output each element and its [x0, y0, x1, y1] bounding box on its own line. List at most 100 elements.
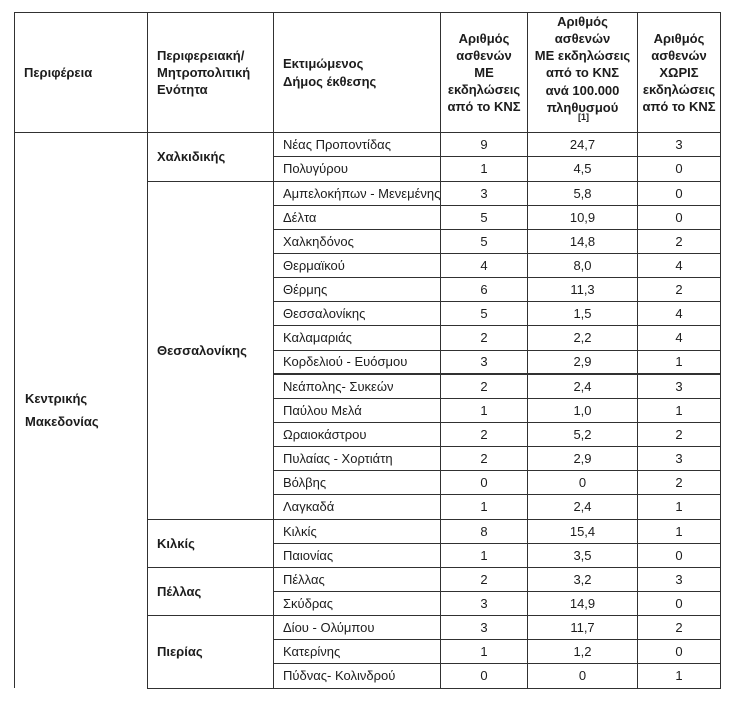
municipality-cell: Κιλκίς: [273, 518, 441, 544]
municipality-cell: Κατερίνης: [273, 639, 441, 665]
col-header-with-cns-label: Αριθμός ασθενών ΜΕ εκδηλώσεις από το ΚΝΣ: [447, 30, 521, 115]
without-cns-cell: 0: [637, 204, 721, 230]
per-100k-cell: 4,5: [527, 156, 638, 182]
with-cns-cell: 1: [440, 542, 528, 568]
municipality-cell: Δέλτα: [273, 204, 441, 230]
col-header-per-100k: Αριθμός ασθενών ΜΕ εκδηλώσεις από το ΚΝΣ…: [527, 11, 638, 134]
col-header-without-cns: Αριθμός ασθενών ΧΩΡΙΣ εκδηλώσεις από το …: [637, 11, 721, 134]
col-header-region-label: Περιφέρεια: [24, 65, 93, 81]
municipality-cell: Κορδελιού - Ευόσμου: [273, 349, 441, 375]
without-cns-cell: 2: [637, 615, 721, 641]
col-header-region: Περιφέρεια: [14, 11, 148, 134]
with-cns-cell: 1: [440, 639, 528, 665]
municipality-cell: Χαλκηδόνος: [273, 228, 441, 254]
unit-cell: Πιερίας: [147, 615, 274, 689]
municipality-cell: Σκύδρας: [273, 590, 441, 617]
with-cns-cell: 2: [440, 325, 528, 351]
municipality-cell: Παιονίας: [273, 542, 441, 568]
without-cns-cell: 3: [637, 446, 721, 472]
municipality-cell: Νέας Προποντίδας: [273, 132, 441, 158]
municipality-cell: Δίου - Ολύμπου: [273, 615, 441, 641]
unit-cell: Πέλλας: [147, 566, 274, 617]
with-cns-cell: 1: [440, 156, 528, 182]
municipality-cell: Πολυγύρου: [273, 156, 441, 182]
municipality-cell: Θερμαϊκού: [273, 252, 441, 279]
with-cns-cell: 1: [440, 397, 528, 423]
table-row: Κεντρικής Μακεδονίας Χαλκιδικής Νέας Προπο…: [14, 132, 721, 688]
without-cns-cell: 3: [637, 373, 721, 399]
municipality-cell: Θεσσαλονίκης: [273, 301, 441, 327]
per-100k-cell: 1,5: [527, 301, 638, 327]
per-100k-cell: 5,8: [527, 180, 638, 206]
table-row: Παύλου Μελά 1 1,0 1: [15, 397, 721, 423]
footnote-marker: [1]: [578, 111, 589, 122]
per-100k-cell: 2,2: [527, 325, 638, 351]
without-cns-cell: 1: [637, 494, 721, 520]
municipality-cell: Πύδνας- Κολινδρού: [273, 663, 441, 689]
without-cns-cell: 2: [637, 421, 721, 448]
per-100k-cell: 11,7: [527, 615, 638, 641]
with-cns-cell: 5: [440, 228, 528, 254]
without-cns-cell: 4: [637, 252, 721, 279]
table-row: Ωραιοκάστρου 2 5,2 2: [15, 421, 721, 448]
without-cns-cell: 2: [637, 277, 721, 303]
col-header-per-100k-label: Αριθμός ασθενών ΜΕ εκδηλώσεις από το ΚΝΣ…: [534, 14, 631, 115]
unit-cell: Χαλκιδικής: [147, 132, 274, 182]
without-cns-cell: 0: [637, 590, 721, 617]
without-cns-cell: 4: [637, 325, 721, 351]
with-cns-cell: 0: [440, 470, 528, 496]
with-cns-cell: 9: [440, 132, 528, 158]
per-100k-cell: 24,7: [527, 132, 638, 158]
col-header-unit-label: Περιφερειακή/ Μητροπολιτική Ενότητα: [157, 47, 251, 98]
municipality-cell: Βόλβης: [273, 470, 441, 496]
with-cns-cell: 8: [440, 518, 528, 544]
per-100k-cell: 2,4: [527, 373, 638, 399]
per-100k-cell: 5,2: [527, 421, 638, 448]
without-cns-cell: 0: [637, 180, 721, 206]
table-row: Θερμαϊκού 4 8,0 4: [15, 252, 721, 279]
with-cns-cell: 0: [440, 663, 528, 689]
with-cns-cell: 2: [440, 373, 528, 399]
region-cell: Κεντρικής Μακεδονίας: [14, 132, 148, 688]
municipality-cell: Νεάπολης- Συκεών: [273, 373, 441, 399]
unit-cell: Κιλκίς: [147, 518, 274, 568]
municipality-cell: Θέρμης: [273, 277, 441, 303]
with-cns-cell: 3: [440, 180, 528, 206]
unit-cell: Θεσσαλονίκης: [147, 180, 274, 520]
col-header-municipality: Εκτιμώμενος Δήμος έκθεσης: [273, 11, 441, 134]
per-100k-cell: 15,4: [527, 518, 638, 544]
per-100k-cell: 2,9: [527, 349, 638, 375]
without-cns-cell: 4: [637, 301, 721, 327]
municipality-cell: Λαγκαδά: [273, 494, 441, 520]
per-100k-cell: 10,9: [527, 204, 638, 230]
table-row: Πιερίας Δίου - Ολύμπου 3 11,7 2: [15, 615, 721, 689]
with-cns-cell: 2: [440, 421, 528, 448]
per-100k-cell: 1,0: [527, 397, 638, 423]
per-100k-cell: 14,8: [527, 228, 638, 254]
without-cns-cell: 1: [637, 518, 721, 544]
with-cns-cell: 2: [440, 446, 528, 472]
without-cns-cell: 2: [637, 470, 721, 496]
with-cns-cell: 6: [440, 277, 528, 303]
without-cns-cell: 0: [637, 156, 721, 182]
with-cns-cell: 3: [440, 590, 528, 617]
without-cns-cell: 0: [637, 639, 721, 665]
per-100k-cell: 1,2: [527, 639, 638, 665]
without-cns-cell: 0: [637, 542, 721, 568]
table-row: Πέλλας Πέλλας 2 3,2 3: [15, 566, 721, 617]
municipality-cell: Αμπελοκήπων - Μενεμένης: [273, 180, 441, 206]
municipality-cell: Πέλλας: [273, 566, 441, 592]
per-100k-cell: 14,9: [527, 590, 638, 617]
per-100k-cell: 8,0: [527, 252, 638, 279]
col-header-unit: Περιφερειακή/ Μητροπολιτική Ενότητα: [147, 11, 274, 134]
municipality-cell: Ωραιοκάστρου: [273, 421, 441, 448]
per-100k-cell: 3,2: [527, 566, 638, 592]
header-row: Περιφέρεια Περιφερειακή/ Μητροπολιτική Ε…: [14, 11, 721, 134]
without-cns-cell: 2: [637, 228, 721, 254]
with-cns-cell: 5: [440, 204, 528, 230]
without-cns-cell: 3: [637, 132, 721, 158]
per-100k-cell: 11,3: [527, 277, 638, 303]
with-cns-cell: 4: [440, 252, 528, 279]
with-cns-cell: 3: [440, 349, 528, 375]
